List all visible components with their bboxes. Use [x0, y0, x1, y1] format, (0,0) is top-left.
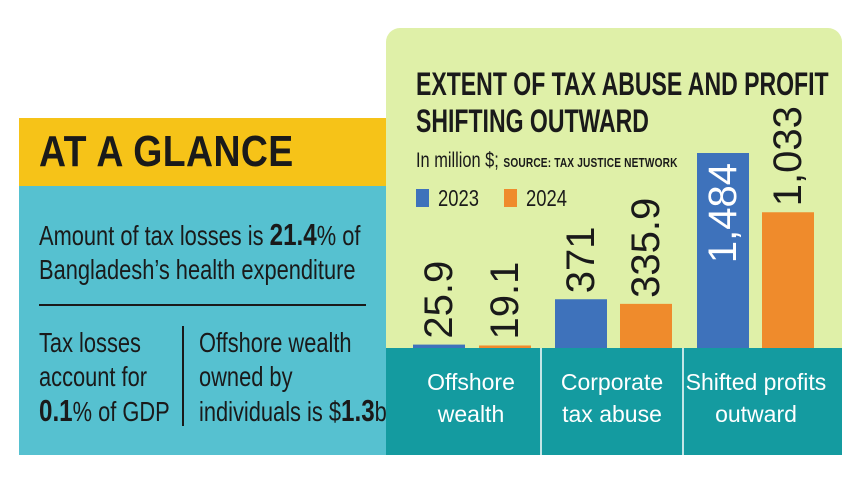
tax-loss-health-stat: Amount of tax losses is 21.4% of Banglad… — [39, 218, 360, 287]
bar-label-2023-1: 25.9 — [417, 261, 461, 339]
stat3-line2: owned by — [199, 361, 293, 392]
category-label-3-line1: Shifted profits — [686, 369, 827, 395]
stat1-value: 21.4 — [269, 217, 317, 252]
offshore-wealth-stat: Offshore wealth owned by individuals is … — [199, 326, 387, 429]
at-a-glance-header: AT A GLANCE — [19, 118, 386, 186]
bar-2024-3 — [762, 212, 814, 348]
bar-label-2023-2: 371 — [559, 227, 603, 294]
bar-label-2024-1: 19.1 — [483, 262, 527, 340]
chart-title-line2: SHIFTING OUTWARD — [416, 103, 649, 139]
stat2-value: 0.1 — [39, 393, 73, 428]
bar-label-2024-3: 1,033 — [766, 106, 810, 206]
divider-vertical — [182, 326, 184, 426]
bar-chart: 25.9 371 1,484 19.1 335.9 1,033 Offshore wealth… — [386, 106, 842, 455]
legend-label-2024: 2024 — [526, 185, 567, 211]
chart-source: SOURCE: TAX JUSTICE NETWORK — [503, 155, 678, 170]
category-label-1-line1: Offshore — [427, 369, 515, 395]
legend-label-2023: 2023 — [438, 185, 479, 211]
category-label-3-line2: outward — [715, 401, 797, 427]
bar-2024-1 — [479, 345, 531, 348]
stat3-value: 1.3 — [341, 393, 375, 428]
chart-panel: 25.9 371 1,484 19.1 335.9 1,033 Offshore wealth… — [386, 28, 842, 455]
stat2-unit: % of GDP — [72, 396, 170, 427]
stat1-text-line2: Bangladesh’s health expenditure — [39, 254, 356, 285]
tax-loss-gdp-stat: Tax losses account for 0.1% of GDP — [39, 326, 170, 429]
chart-subtitle: In million $; SOURCE: TAX JUSTICE NETWOR… — [416, 149, 678, 175]
at-a-glance-panel: Amount of tax losses is 21.4% of Banglad… — [19, 186, 387, 455]
bar-2023-2 — [555, 299, 607, 348]
legend-swatch-2023 — [416, 189, 429, 207]
category-label-1-line2: wealth — [437, 401, 504, 427]
stat1-text: Amount of tax losses is — [39, 220, 270, 251]
stat3-text: individuals is $ — [199, 396, 342, 427]
stat2-line1: Tax losses — [39, 327, 141, 358]
stat1-unit: % of — [316, 220, 361, 251]
bar-label-2023-3: 1,484 — [701, 163, 745, 263]
legend-swatch-2024 — [504, 189, 517, 207]
bar-label-2024-2: 335.9 — [624, 198, 668, 298]
stat3-line1: Offshore wealth — [199, 327, 352, 358]
chart-unit: In million $; — [416, 149, 499, 172]
divider-horizontal — [39, 304, 366, 306]
category-label-2-line2: tax abuse — [562, 401, 662, 427]
category-axis-band — [386, 348, 842, 455]
category-label-2-line1: Corporate — [561, 369, 663, 395]
at-a-glance-title: AT A GLANCE — [39, 127, 294, 176]
chart-title-line1: EXTENT OF TAX ABUSE AND PROFIT — [416, 66, 829, 102]
stat2-line2: account for — [39, 361, 148, 392]
stat3-unit: b — [374, 396, 387, 427]
bar-2023-1 — [413, 344, 465, 348]
bar-2023-3 — [697, 153, 749, 348]
chart-title: EXTENT OF TAX ABUSE AND PROFIT SHIFTING … — [416, 66, 829, 140]
bar-2024-2 — [620, 303, 672, 348]
